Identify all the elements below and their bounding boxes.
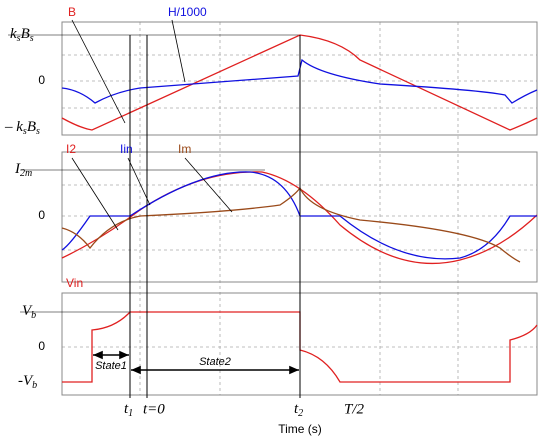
- y-label: – ksBs: [4, 119, 40, 137]
- x-marker: t=0: [143, 401, 165, 417]
- x-marker: t2: [294, 401, 303, 419]
- x-marker: T/2: [344, 401, 365, 417]
- curve-label: B: [68, 5, 76, 19]
- state-label: State2: [199, 356, 231, 368]
- curve-label: Im: [178, 142, 191, 156]
- curve-h: [61, 58, 538, 104]
- x-axis-label: Time (s): [278, 422, 322, 436]
- y-label: 0: [38, 73, 45, 87]
- y-label: 0: [38, 208, 45, 222]
- curve-label: H/1000: [168, 5, 207, 19]
- y-label: -Vb: [18, 373, 37, 391]
- y-label: 0: [38, 339, 45, 353]
- y-label: Vb: [22, 303, 36, 321]
- curve-im: [61, 186, 521, 263]
- y-label: I2m: [14, 161, 32, 179]
- state-label: State1: [95, 360, 127, 372]
- x-marker: t1: [124, 401, 133, 419]
- curve-iin: [61, 171, 537, 260]
- curve-label: I2: [66, 142, 76, 156]
- y-label: ksBs: [10, 26, 34, 44]
- curve-b: [61, 34, 538, 131]
- curve-label: Iin: [120, 142, 133, 156]
- curve-label: Vin: [66, 276, 83, 290]
- curve-vin: [62, 311, 538, 383]
